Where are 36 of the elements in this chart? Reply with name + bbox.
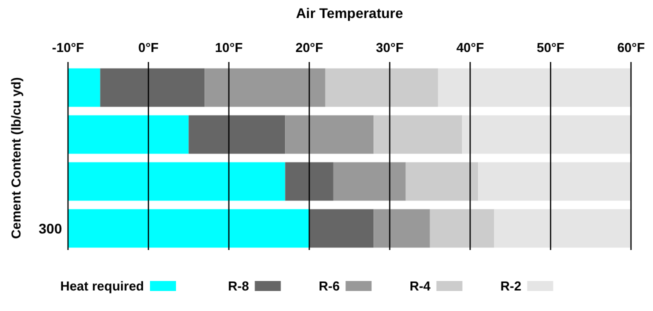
bar xyxy=(478,162,631,201)
bar xyxy=(374,209,430,248)
x-tick-label: 20°F xyxy=(295,40,324,55)
x-tick-label: 50°F xyxy=(536,40,564,55)
bar xyxy=(285,162,334,201)
x-tick-label: 30°F xyxy=(376,40,404,55)
bar xyxy=(325,68,438,107)
bar xyxy=(68,68,100,107)
bar xyxy=(188,115,286,154)
legend-label: R-6 xyxy=(318,278,340,294)
bar xyxy=(494,209,631,248)
bar xyxy=(430,209,494,248)
legend-label: R-8 xyxy=(228,278,249,294)
bar xyxy=(68,209,310,248)
y-tick-label: 300 xyxy=(38,220,62,236)
bar xyxy=(406,162,478,201)
bar xyxy=(333,162,406,201)
bar xyxy=(462,115,631,154)
y-axis-title: Cement Content (lb/cu yd) xyxy=(8,77,24,239)
x-tick-label: 60°F xyxy=(617,40,645,55)
bar xyxy=(68,162,286,201)
x-tick-label: 40°F xyxy=(456,40,484,55)
legend-label: Heat required xyxy=(60,278,144,294)
bar xyxy=(204,68,326,107)
bar xyxy=(100,68,205,107)
x-tick-label: 10°F xyxy=(215,40,243,55)
legend-label: R-2 xyxy=(500,278,522,294)
x-tick-label: 0°F xyxy=(138,40,159,55)
x-tick-label: -10°F xyxy=(52,40,84,55)
bar xyxy=(68,115,189,154)
legend-label: R-4 xyxy=(410,278,432,294)
bar xyxy=(285,115,374,154)
bar xyxy=(374,115,462,154)
bar xyxy=(309,209,374,248)
x-axis-title: Air Temperature xyxy=(296,5,404,21)
bar xyxy=(438,68,631,107)
